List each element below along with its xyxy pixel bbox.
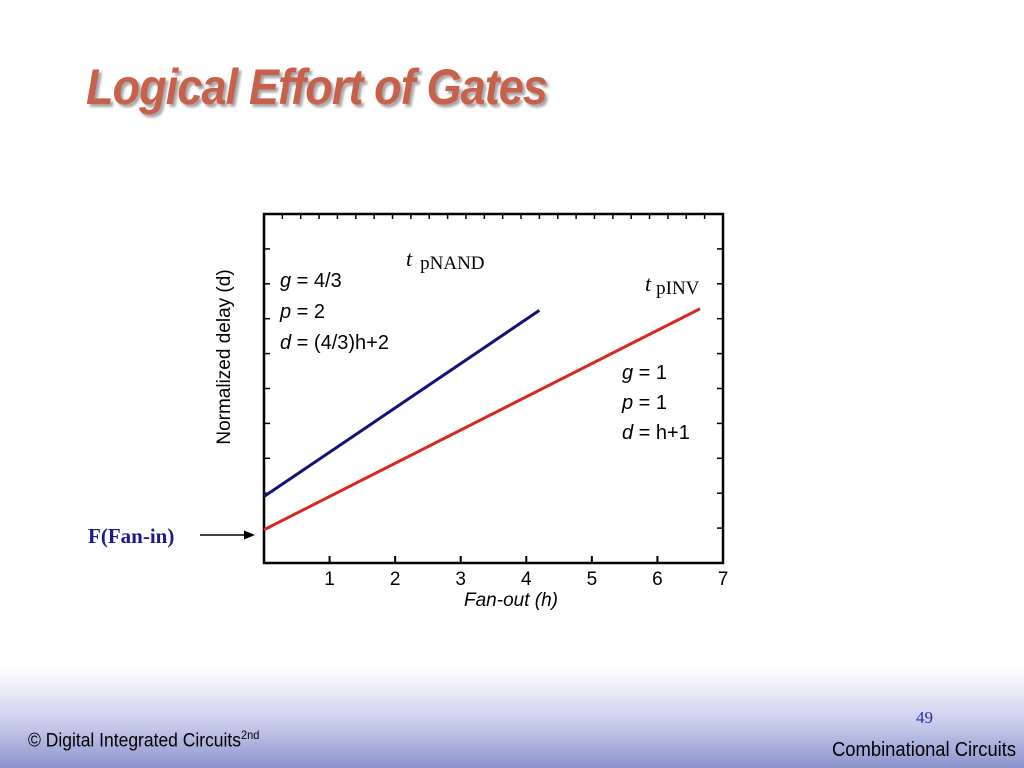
y-axis-label: Normalized delay (d) (214, 269, 235, 444)
x-tick-label: 5 (587, 569, 598, 590)
x-tick-label: 7 (718, 569, 729, 590)
footer-chapter: Combinational Circuits (831, 739, 1016, 761)
series-label-pinv-t: t (645, 271, 652, 296)
series-label-pnand: t pNAND (406, 246, 485, 274)
series-label-pnand-sub: pNAND (420, 253, 484, 274)
footer-copyright: © Digital Integrated Circuits2nd (28, 728, 259, 752)
x-tick-label: 3 (455, 569, 466, 590)
series-line-pnand (263, 309, 541, 498)
svg-text:p = 2: p = 2 (279, 301, 325, 323)
fan-in-arrowhead (244, 530, 255, 540)
series-line-pinv (263, 307, 701, 532)
svg-text:g = 4/3: g = 4/3 (280, 270, 342, 292)
series-label-pnand-t: t (406, 246, 413, 271)
x-axis-ticks: 1 2 3 4 5 6 7 (324, 556, 728, 590)
x-tick-label: 2 (390, 569, 401, 590)
page-number: 49 (916, 708, 933, 727)
footer-bar: 49 © Digital Integrated Circuits2nd Comb… (0, 668, 1024, 768)
footer-edition: 2nd (241, 727, 260, 742)
slide-title: Logical Effort of Gates (86, 59, 548, 115)
svg-text:g = 1: g = 1 (622, 362, 667, 384)
svg-text:d = (4/3)h+2: d = (4/3)h+2 (280, 332, 389, 354)
series-label-pinv-sub: pINV (656, 278, 700, 299)
x-axis-label: Fan-out (h) (464, 590, 558, 611)
x-tick-label: 4 (521, 569, 532, 590)
annotation-pinv: g = 1 p = 1 d = h+1 (621, 362, 690, 444)
svg-text:p = 1: p = 1 (621, 392, 667, 414)
svg-text:d = h+1: d = h+1 (622, 422, 690, 444)
fan-in-label: F(Fan-in) (88, 524, 174, 548)
annotation-pnand: g = 4/3 p = 2 d = (4/3)h+2 (279, 270, 389, 354)
frame-ticks (264, 214, 723, 529)
plot-frame (262, 212, 725, 565)
series-label-pinv: t pINV (645, 271, 700, 299)
x-tick-label: 6 (652, 569, 663, 590)
footer-copyright-text: © Digital Integrated Circuits (28, 730, 242, 751)
x-tick-label: 1 (324, 569, 335, 590)
